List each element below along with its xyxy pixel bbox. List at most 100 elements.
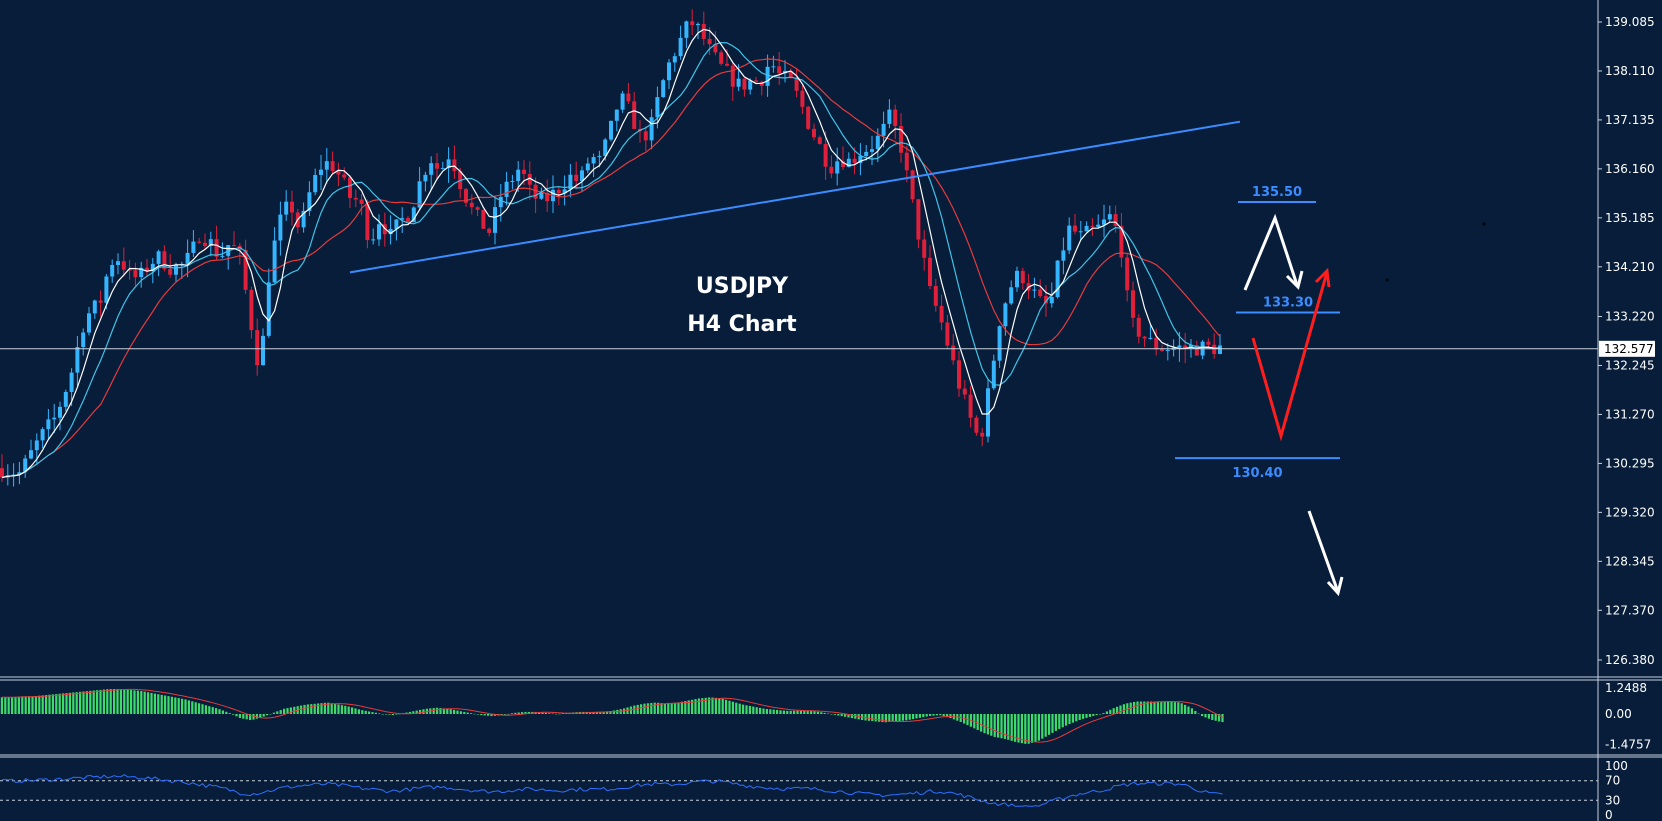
candle-body [336, 171, 341, 175]
candle-body [522, 169, 526, 175]
macd-histogram-bar [385, 714, 388, 715]
macd-histogram-bar [249, 714, 252, 721]
macd-histogram-bar [1184, 704, 1187, 714]
candle-body [1148, 337, 1153, 339]
macd-histogram-bar [1136, 701, 1139, 714]
candle-body [516, 169, 521, 181]
candle-body [313, 174, 318, 193]
candle-body [1078, 231, 1083, 233]
candle-body [1055, 260, 1060, 298]
candle-body [713, 44, 718, 53]
macd-histogram-bar [337, 704, 340, 714]
macd-histogram-bar [473, 713, 476, 715]
candle-body [1102, 219, 1106, 225]
macd-histogram-bar [663, 703, 666, 714]
macd-histogram-bar [405, 712, 408, 714]
candle-body [533, 184, 538, 199]
macd-histogram-bar [1153, 701, 1156, 714]
candle-body [1142, 336, 1147, 339]
candle-body [707, 38, 712, 45]
candle-body [1113, 214, 1118, 227]
macd-histogram-bar [558, 713, 561, 715]
candle-body [597, 155, 602, 158]
rsi-tick-label: 100 [1605, 759, 1628, 773]
macd-histogram-bar [96, 690, 99, 714]
macd-histogram-bar [776, 709, 779, 714]
candle-body [626, 93, 631, 102]
candle-body [1049, 297, 1054, 304]
macd-histogram-bar [704, 697, 707, 714]
macd-histogram-bar [735, 702, 738, 714]
macd-histogram-bar [7, 697, 10, 714]
candle-body [574, 174, 579, 182]
candle-body [365, 203, 370, 241]
macd-histogram-bar [45, 695, 48, 714]
candle-body [928, 257, 932, 286]
candle-body [614, 109, 619, 121]
candle-body [980, 432, 985, 437]
macd-histogram-bar [317, 703, 320, 714]
candle-body [284, 201, 289, 215]
candle-body [922, 239, 927, 258]
candle-body [585, 163, 590, 171]
macd-histogram-bar [136, 690, 139, 714]
macd-histogram-bar [262, 714, 265, 717]
macd-histogram-bar [194, 702, 197, 714]
macd-histogram-bar [684, 701, 687, 714]
macd-histogram-bar [75, 692, 78, 714]
macd-histogram-bar [48, 694, 51, 714]
candle-body [34, 440, 39, 451]
macd-histogram-bar [388, 714, 391, 715]
candle-body [556, 189, 561, 194]
marker-dot [1482, 222, 1486, 226]
candle-body [765, 66, 770, 86]
macd-histogram-bar [1088, 714, 1091, 717]
candle-body [417, 181, 422, 208]
arrowhead [1285, 270, 1304, 290]
macd-histogram-bar [1204, 714, 1207, 718]
macd-histogram-bar [1194, 710, 1197, 714]
candle-body [620, 93, 625, 110]
macd-signal-line [2, 688, 1223, 743]
macd-histogram-bar [1160, 701, 1163, 714]
macd-histogram-bar [915, 714, 918, 719]
candle-body [1107, 214, 1112, 220]
macd-histogram-bar [459, 711, 462, 714]
macd-histogram-bar [306, 704, 309, 714]
macd-histogram-bar [255, 714, 258, 719]
candle-body [632, 101, 637, 129]
macd-histogram-bar [561, 713, 564, 714]
y-tick-label: 131.270 [1605, 407, 1655, 421]
candle-body [127, 269, 132, 271]
macd-histogram-bar [303, 704, 306, 714]
macd-histogram-bar [1017, 714, 1020, 743]
candle-body [643, 131, 648, 141]
macd-histogram-bar [905, 714, 908, 721]
macd-histogram-bar [215, 708, 218, 714]
macd-histogram-bar [1211, 714, 1214, 720]
macd-histogram-bar [782, 710, 785, 714]
candle-body [696, 23, 700, 26]
rsi-pane [0, 774, 1598, 807]
candle-body [823, 143, 828, 167]
candle-body [191, 241, 196, 253]
y-tick-label: 139.085 [1605, 15, 1655, 29]
candle-body [208, 239, 213, 246]
macd-histogram-bar [755, 707, 758, 714]
macd-histogram-bar [657, 702, 660, 714]
macd-histogram-bar [225, 711, 228, 714]
candle-body [1003, 303, 1008, 327]
macd-histogram-bar [289, 707, 292, 714]
macd-histogram-bar [1003, 714, 1006, 739]
macd-histogram-bar [62, 693, 65, 714]
macd-histogram-bar [1085, 714, 1088, 718]
macd-histogram-bar [218, 709, 221, 714]
y-tick-label: 137.135 [1605, 113, 1655, 127]
projection-arrow-down-up [1251, 271, 1329, 442]
macd-histogram-bar [1146, 701, 1149, 714]
macd-histogram-bar [344, 705, 347, 714]
macd-histogram-bar [1218, 714, 1221, 722]
candle-body [139, 267, 144, 278]
macd-histogram-bar [599, 711, 602, 714]
macd-histogram-bar [643, 703, 646, 714]
